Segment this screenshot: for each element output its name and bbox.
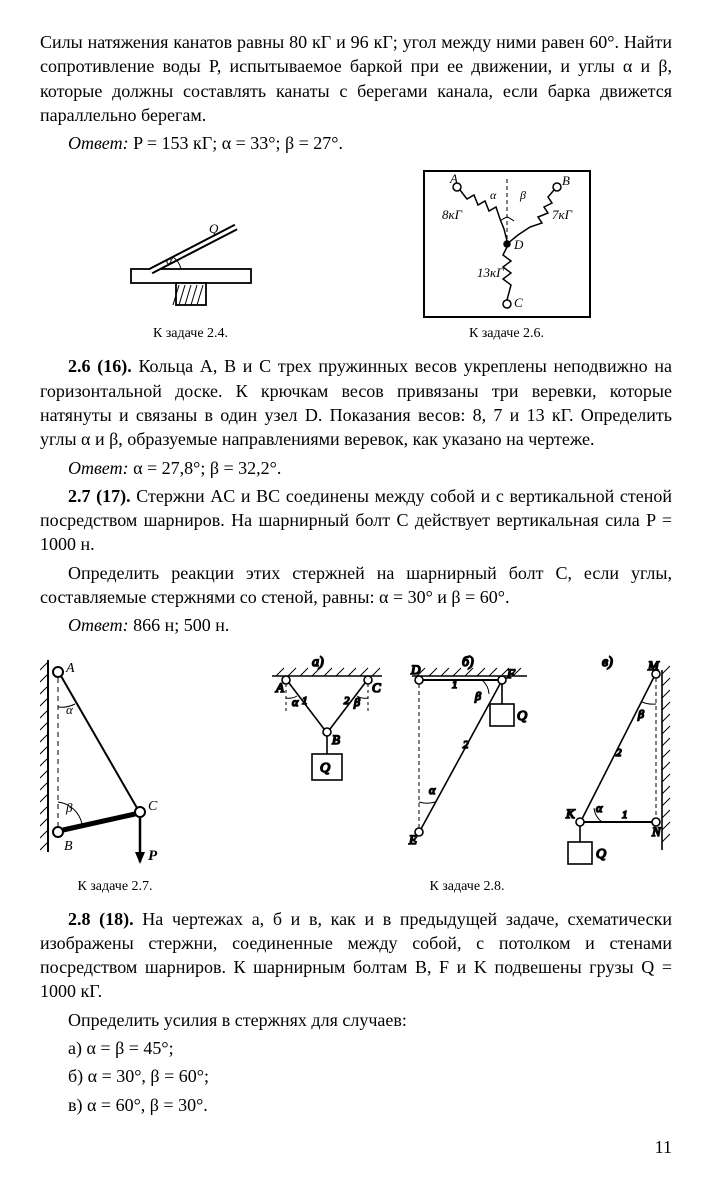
svg-text:α: α: [596, 801, 603, 815]
problem-2-8b: Определить усилия в стержнях для случаев…: [40, 1008, 672, 1032]
diagram-2-4: α Q: [121, 209, 261, 319]
case-a: а) α = β = 45°;: [40, 1036, 672, 1060]
answer-text: 866 н; 500 н.: [129, 615, 230, 635]
svg-text:A: A: [65, 661, 75, 676]
figure-2-8: а): [262, 652, 672, 897]
svg-text:M: M: [647, 658, 660, 673]
figure-2-6: A B C D α β 8кГ 7кГ 13кГ К задаче 2.6.: [422, 169, 592, 344]
svg-text:а): а): [312, 655, 324, 670]
answer-text: P = 153 кГ; α = 33°; β = 27°.: [129, 133, 343, 153]
svg-text:б): б): [462, 655, 474, 670]
svg-text:E: E: [408, 832, 417, 847]
svg-text:Q: Q: [209, 221, 219, 236]
problem-number: 2.7 (17).: [68, 486, 131, 506]
figure-row-1: α Q К задаче 2.4.: [40, 169, 672, 344]
diagram-2-7: A B C α β P: [40, 652, 190, 872]
problem-number: 2.8 (18).: [68, 909, 134, 929]
svg-text:1: 1: [622, 809, 628, 821]
answer-2-7: Ответ: 866 н; 500 н.: [40, 613, 672, 637]
answer-label: Ответ:: [68, 458, 129, 478]
svg-text:A: A: [449, 171, 458, 186]
problem-2-7b: Определить реакции этих стержней на шарн…: [40, 561, 672, 610]
answer-text: α = 27,8°; β = 32,2°.: [129, 458, 282, 478]
svg-text:β: β: [65, 800, 73, 815]
caption-2-8: К задаче 2.8.: [429, 878, 504, 897]
svg-text:α: α: [490, 188, 497, 202]
svg-text:Q: Q: [320, 761, 330, 776]
svg-text:β: β: [474, 689, 481, 703]
svg-text:2: 2: [463, 739, 469, 751]
svg-text:F: F: [506, 666, 516, 681]
svg-text:C: C: [514, 295, 523, 310]
svg-text:A: A: [275, 680, 284, 695]
diagram-2-8: а): [262, 652, 672, 872]
svg-text:α: α: [429, 783, 436, 797]
intro-text: Силы натяжения канатов равны 80 кГ и 96 …: [40, 30, 672, 127]
svg-text:1: 1: [302, 695, 308, 707]
svg-text:P: P: [148, 848, 158, 864]
answer-label: Ответ:: [68, 133, 129, 153]
svg-text:2: 2: [344, 695, 350, 707]
svg-text:β: β: [519, 188, 526, 202]
problem-2-8: 2.8 (18). На чертежах a, б и в, как и в …: [40, 907, 672, 1004]
svg-text:K: K: [565, 806, 576, 821]
problem-text: Кольца A, B и C трех пружинных весов укр…: [40, 356, 672, 449]
svg-text:C: C: [372, 680, 381, 695]
problem-text: На чертежах a, б и в, как и в предыдущей…: [40, 909, 672, 1002]
svg-text:7кГ: 7кГ: [552, 207, 573, 222]
svg-text:β: β: [637, 707, 644, 721]
answer-2-6: Ответ: α = 27,8°; β = 32,2°.: [40, 456, 672, 480]
svg-text:α: α: [166, 252, 174, 267]
case-b: б) α = 30°, β = 60°;: [40, 1064, 672, 1088]
svg-text:α: α: [292, 695, 299, 709]
problem-2-7: 2.7 (17). Стержни AC и BC соединены межд…: [40, 484, 672, 557]
svg-text:B: B: [562, 173, 570, 188]
svg-text:N: N: [651, 824, 662, 839]
svg-text:1: 1: [452, 679, 458, 691]
svg-text:Q: Q: [596, 847, 606, 862]
svg-text:в): в): [602, 655, 613, 670]
svg-text:8кГ: 8кГ: [442, 207, 463, 222]
svg-text:α: α: [66, 702, 74, 717]
intro-answer: Ответ: P = 153 кГ; α = 33°; β = 27°.: [40, 131, 672, 155]
caption-2-6: К задаче 2.6.: [469, 325, 544, 344]
svg-text:13кГ: 13кГ: [477, 265, 504, 280]
svg-text:β: β: [353, 695, 360, 709]
svg-text:B: B: [332, 732, 340, 747]
svg-text:B: B: [64, 839, 73, 854]
case-c: в) α = 60°, β = 30°.: [40, 1093, 672, 1117]
svg-text:2: 2: [616, 747, 622, 759]
caption-2-4: К задаче 2.4.: [153, 325, 228, 344]
caption-2-7: К задаче 2.7.: [77, 878, 152, 897]
problem-2-6: 2.6 (16). Кольца A, B и C трех пружинных…: [40, 354, 672, 451]
diagram-2-6: A B C D α β 8кГ 7кГ 13кГ: [422, 169, 592, 319]
svg-text:C: C: [148, 799, 158, 814]
svg-text:D: D: [410, 662, 421, 677]
page-number: 11: [40, 1135, 672, 1159]
problem-number: 2.6 (16).: [68, 356, 132, 376]
problem-text: Стержни AC и BC соединены между собой и …: [40, 486, 672, 555]
svg-text:Q: Q: [517, 709, 527, 724]
answer-label: Ответ:: [68, 615, 129, 635]
figure-2-7: A B C α β P К задаче 2.7.: [40, 652, 190, 897]
figure-row-2: A B C α β P К задаче 2.7. а): [40, 652, 672, 897]
svg-text:D: D: [513, 237, 524, 252]
figure-2-4: α Q К задаче 2.4.: [121, 209, 261, 344]
